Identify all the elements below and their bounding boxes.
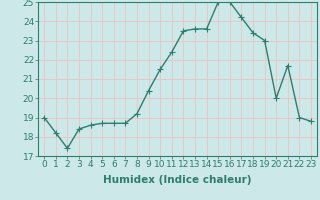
X-axis label: Humidex (Indice chaleur): Humidex (Indice chaleur) (103, 175, 252, 185)
